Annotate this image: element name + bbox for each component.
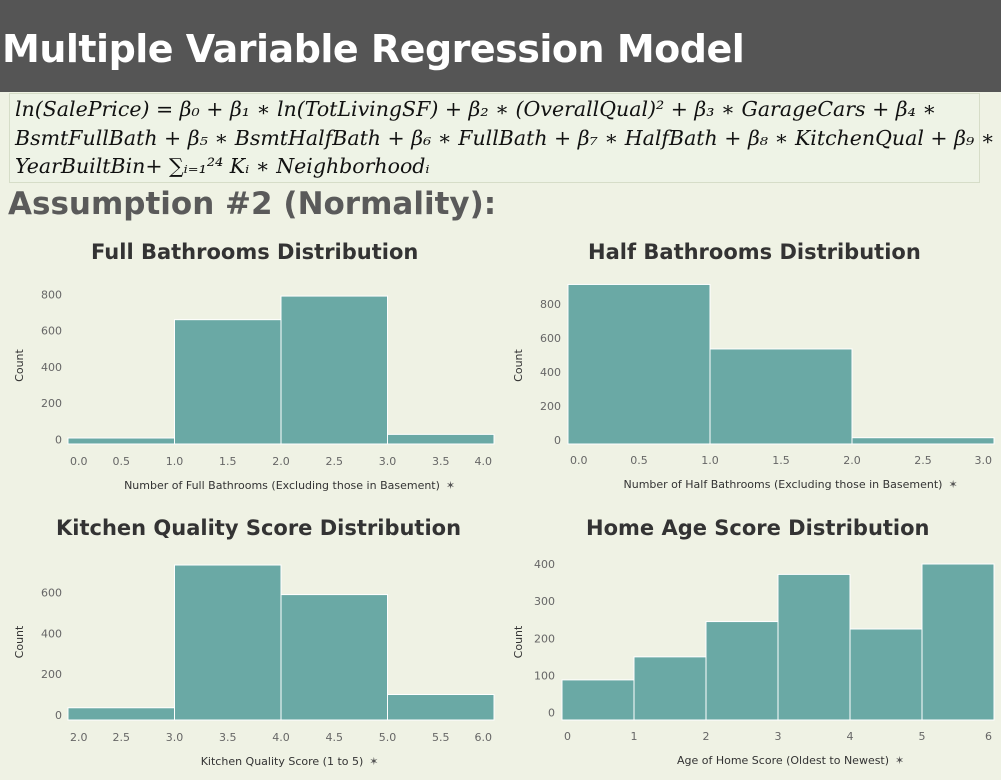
x-tick-label: 0.5 xyxy=(630,454,648,467)
regression-formula: ln(SalePrice) = β₀ + β₁ ∗ ln(TotLivingSF… xyxy=(9,93,995,183)
x-axis-label: Number of Half Bathrooms (Excluding thos… xyxy=(624,478,943,491)
x-tick-label: 2.0 xyxy=(843,454,861,467)
y-tick-label: 0 xyxy=(548,707,555,720)
x-tick-label: 3.5 xyxy=(432,455,450,468)
pin-icon: ✶ xyxy=(948,478,957,491)
y-axis-label: Count xyxy=(512,348,525,381)
y-tick-label: 400 xyxy=(41,627,62,640)
x-tick-label: 5 xyxy=(919,730,926,743)
x-tick-label: 6 xyxy=(985,730,992,743)
y-tick-label: 100 xyxy=(534,669,555,682)
y-tick-label: 200 xyxy=(540,400,561,413)
y-tick-label: 200 xyxy=(41,668,62,681)
histogram-bar xyxy=(633,656,707,721)
x-tick-label: 3.0 xyxy=(166,731,184,744)
y-tick-label: 800 xyxy=(41,288,62,301)
y-tick-label: 200 xyxy=(534,632,555,645)
histogram-bar xyxy=(777,573,851,721)
y-tick-label: 300 xyxy=(534,595,555,608)
x-tick-label: 4 xyxy=(847,730,854,743)
histogram-bar xyxy=(851,437,995,445)
y-tick-label: 400 xyxy=(540,366,561,379)
chart-0: 0 200 400 600 800 0.0 0.5 1.0 1.5 2.0 2.5 3.0 3.5 4.0… xyxy=(13,288,495,492)
x-tick-label: 0 xyxy=(564,730,571,743)
header-bar: Multiple Variable Regression Model xyxy=(0,0,1001,92)
histogram-bar xyxy=(567,283,711,445)
x-tick-label: 1.5 xyxy=(219,455,237,468)
x-tick-label: 3.5 xyxy=(219,731,237,744)
x-tick-label: 0.0 xyxy=(570,454,588,467)
pin-icon: ✶ xyxy=(895,754,904,767)
x-tick-label: 1.0 xyxy=(701,454,719,467)
x-tick-label: 6.0 xyxy=(475,731,493,744)
y-tick-label: 600 xyxy=(540,332,561,345)
x-tick-label: 0.5 xyxy=(113,455,131,468)
pin-icon: ✶ xyxy=(446,479,455,492)
x-tick-label: 2.5 xyxy=(326,455,344,468)
histogram-bar xyxy=(174,319,282,445)
histogram-bar xyxy=(705,621,779,721)
x-tick-label: 2.0 xyxy=(272,455,290,468)
formula-line-2: BsmtFullBath + β₅ ∗ BsmtHalfBath + β₆ ∗ … xyxy=(15,125,995,150)
x-tick-label: 1 xyxy=(631,730,638,743)
x-tick-label: 4.0 xyxy=(272,731,290,744)
y-tick-label: 0 xyxy=(55,709,62,722)
x-tick-label: 4.5 xyxy=(326,731,344,744)
histogram-bar xyxy=(387,694,495,721)
x-axis-label: Kitchen Quality Score (1 to 5) xyxy=(201,755,364,768)
y-tick-label: 600 xyxy=(41,325,62,338)
histogram-bar xyxy=(174,564,282,721)
histogram-bar xyxy=(849,628,923,721)
x-tick-label: 5.0 xyxy=(379,731,397,744)
chart-2: 0 200 400 600 2.0 2.5 3.0 3.5 4.0 4.5 5.0 5.5 6.0 Cou… xyxy=(13,564,495,768)
y-tick-label: 200 xyxy=(41,397,62,410)
formula-line-1: ln(SalePrice) = β₀ + β₁ ∗ ln(TotLivingSF… xyxy=(15,97,937,121)
histogram-bar xyxy=(67,437,175,445)
x-tick-label: 1.0 xyxy=(166,455,184,468)
x-tick-label: 3.0 xyxy=(379,455,397,468)
chart-1: 0 200 400 600 800 0.0 0.5 1.0 1.5 2.0 2.5 3.0 Count N… xyxy=(512,283,995,491)
chart-title-full-bathrooms: Full Bathrooms Distribution xyxy=(91,240,419,264)
x-tick-label: 2.5 xyxy=(914,454,932,467)
pin-icon: ✶ xyxy=(369,755,378,768)
x-tick-label: 5.5 xyxy=(432,731,450,744)
x-tick-label: 2.0 xyxy=(70,731,88,744)
x-axis-label: Number of Full Bathrooms (Excluding thos… xyxy=(124,479,440,492)
y-tick-label: 0 xyxy=(55,433,62,446)
y-tick-label: 0 xyxy=(554,434,561,447)
y-tick-label: 600 xyxy=(41,587,62,600)
x-tick-label: 4.0 xyxy=(475,455,493,468)
y-tick-label: 400 xyxy=(534,558,555,571)
x-tick-label: 3.0 xyxy=(975,454,993,467)
histogram-bar xyxy=(387,433,495,445)
y-axis-label: Count xyxy=(512,625,525,658)
chart-title-home-age: Home Age Score Distribution xyxy=(586,516,930,540)
x-axis-label: Age of Home Score (Oldest to Newest) xyxy=(677,754,889,767)
y-tick-label: 400 xyxy=(41,361,62,374)
y-tick-label: 800 xyxy=(540,298,561,311)
histogram-bar xyxy=(709,348,853,445)
histogram-bar xyxy=(280,594,388,721)
chart-title-kitchen-quality: Kitchen Quality Score Distribution xyxy=(56,516,462,540)
histogram-bar xyxy=(921,563,995,721)
x-tick-label: 2 xyxy=(703,730,710,743)
formula-line-3: YearBuiltBin+ ∑ᵢ₌₁²⁴ Kᵢ ∗ Neighborhoodᵢ xyxy=(15,154,430,178)
x-tick-label: 0.0 xyxy=(70,455,88,468)
x-tick-label: 1.5 xyxy=(772,454,790,467)
y-axis-label: Count xyxy=(13,625,26,658)
chart-3: 0 100 200 300 400 0 1 2 3 4 5 6 Count Age of Home Sco… xyxy=(512,558,995,767)
chart-title-half-bathrooms: Half Bathrooms Distribution xyxy=(588,240,921,264)
y-axis-label: Count xyxy=(13,348,26,381)
histogram-bar xyxy=(280,295,388,445)
x-tick-label: 3 xyxy=(775,730,782,743)
x-tick-label: 2.5 xyxy=(113,731,131,744)
section-title: Assumption #2 (Normality): xyxy=(8,186,497,222)
histogram-bar xyxy=(561,679,635,721)
page-title: Multiple Variable Regression Model xyxy=(2,27,745,71)
histogram-bar xyxy=(67,707,175,721)
